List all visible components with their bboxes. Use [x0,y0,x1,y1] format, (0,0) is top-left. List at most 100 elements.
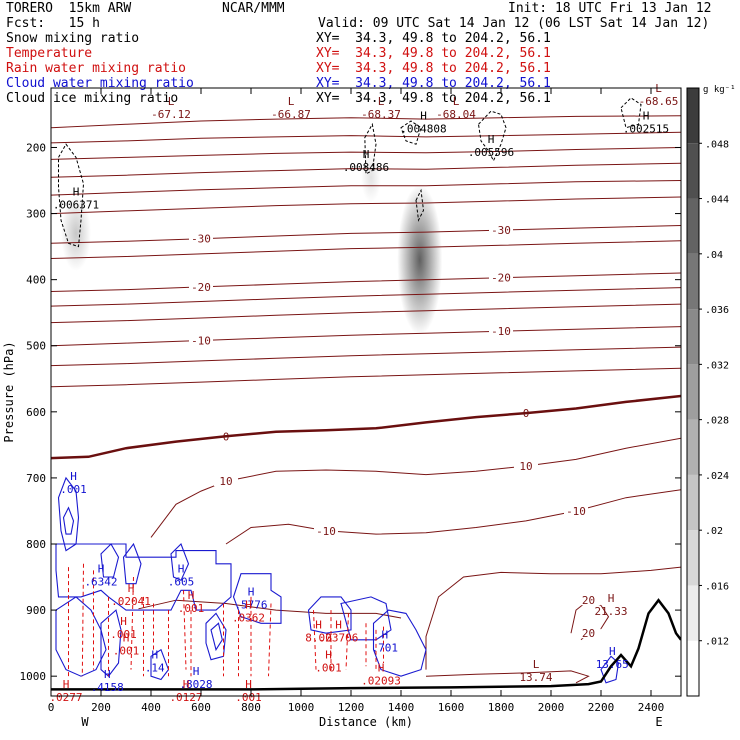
isotherm-label: -10 [566,505,586,518]
extremum-marker: H [245,678,252,691]
cloud-water-contour [100,609,122,678]
colorbar-tick-label: .012 [705,637,729,648]
x-tick-label: 1000 [288,701,315,714]
cloud-water-contour [150,648,170,681]
extremum-marker: L [378,95,385,108]
field-name-cloud-ice: Cloud ice mixing ratio [6,91,179,106]
cloud-water-contours [55,476,620,684]
snow-shade [61,195,91,271]
x-tick-label: 0 [48,701,55,714]
y-tick-label: 200 [26,141,46,154]
colorbar-swatch [687,530,699,586]
plot-frame [50,87,682,697]
x-axis-label: Distance (km) [319,715,413,729]
extremum-marker: H [609,645,616,658]
extremum-marker: H [178,562,185,575]
extremum-value: .4158 [91,681,124,694]
cloud-water-contour [307,596,352,634]
extremum-value: .001 [315,661,342,674]
colorbar-swatch [687,309,699,365]
extremum-value: -66.87 [271,108,311,121]
extremum-value: .03706 [319,632,359,645]
x-tick-label: 2400 [638,701,665,714]
x-tick-label: 2000 [538,701,565,714]
forecast-hour: Fcst: 15 h [6,16,100,31]
axes: 0 200 400 600 800 1000 1200 1400 1600 1800 2000 220… [2,88,681,729]
snow-shade [397,184,443,335]
extremum-marker: H [193,665,200,678]
field-name-snow: Snow mixing ratio [6,31,140,46]
center-title: NCAR/MMM [222,1,285,16]
cloud-water-contour [122,542,142,585]
temperature-isotherm [51,196,681,215]
extremum-value: .001 [178,602,205,615]
isotherm-label: -10 [316,525,336,538]
extremum-value: .02041 [111,595,151,608]
field-xy-cloud-ice: XY= 34.3, 49.8 to 204.2, 56.1 [316,91,551,106]
rain-contour [268,603,272,677]
colorbar-tick-label: .048 [705,139,729,150]
extremum-value: 21.33 [594,605,627,618]
cloud-ice-contour [364,122,377,175]
colorbar-tick-label: .02 [705,526,723,537]
x-tick-label: 800 [241,701,261,714]
extremum-value: -68.37 [361,108,401,121]
extremum-marker: H [381,628,388,641]
init-time: Init: 18 UTC Fri 13 Jan 12 [508,1,712,16]
temperature-isotherm [51,162,681,178]
colorbar-tick-label: .024 [705,471,729,482]
snow-shading-layer [61,152,443,335]
cloud-ice-contour [620,97,642,129]
temperature-isotherm [425,670,590,684]
rain-contour [130,576,134,670]
extremum-value: .0362 [232,612,265,625]
rain-contour [183,590,187,670]
colorbar-tick-label: .032 [705,360,729,371]
extremum-marker: L [168,95,175,108]
temperature-isotherm [51,395,681,459]
cloud-water-contour [232,573,282,624]
temperature-isotherm [51,147,681,160]
field-name-cloud-water: Cloud water mixing ratio [6,76,194,91]
extremum-marker: H [120,615,127,628]
extremum-marker: H [325,648,332,661]
extremum-value: .5776 [234,598,267,611]
colorbar-swatch [687,198,699,254]
cloud-water-contour [55,543,232,611]
cloud-ice-contour [477,110,507,162]
extremum-marker: H [70,470,77,483]
temperature-isotherm [225,489,681,545]
extremum-value: -67.12 [151,108,191,121]
temperature-isotherm [51,287,681,307]
temperature-isotherm [425,566,681,670]
colorbar-tick-label: .028 [705,416,729,427]
x-tick-label: 200 [91,701,111,714]
extremum-value: .14 [145,661,165,674]
colorbar-swatch [687,585,699,641]
model-title: TORERO 15km ARW [6,1,132,16]
extrema-labels: L-67.12L-66.87L-68.37L-68.04L-68.65H21.3… [49,82,678,704]
isotherm-label: 20 [582,594,595,607]
extremum-value: .6342 [84,575,117,588]
x-tick-label: 1400 [388,701,415,714]
cloud-water-contour [57,476,80,552]
cloud-water-contour [372,609,427,677]
colorbar: .012 .016 .02 .024 .028 .032 .036 .04 .044 .048 g … [686,85,736,697]
colorbar-swatch [687,364,699,420]
isotherm-label: 10 [219,475,232,488]
field-xy-snow: XY= 34.3, 49.8 to 204.2, 56.1 [316,31,551,46]
extremum-value: .006371 [53,199,99,212]
snow-shade [361,152,381,203]
x-tick-label: 1200 [338,701,365,714]
extremum-marker: L [288,95,295,108]
extremum-value: .001 [113,645,140,658]
isotherm-label: 10 [519,460,532,473]
y-tick-label: 500 [26,340,46,353]
temperature-isotherm [51,180,681,196]
extremum-marker: H [643,110,650,123]
x-tick-label: 2200 [588,701,615,714]
extremum-value: .0277 [49,691,82,704]
rain-contour [345,613,349,670]
extremum-marker: H [315,619,322,632]
temperature-isotherm [51,326,681,347]
